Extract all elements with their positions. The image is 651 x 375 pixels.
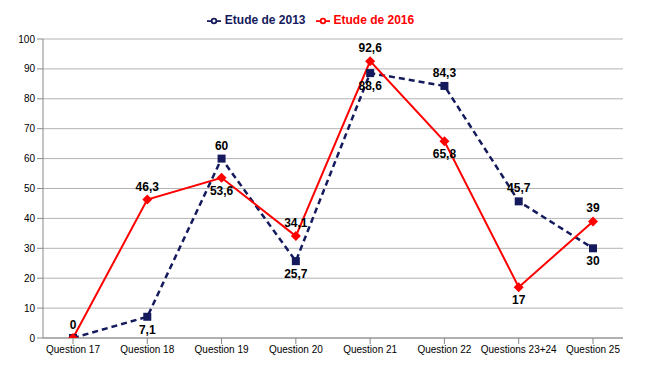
- html-text:Etude de 2016: Etude de 2016: [333, 13, 415, 27]
- svg-text:Question 17: Question 17: [46, 344, 100, 355]
- svg-text:17: 17: [512, 293, 526, 307]
- svg-text:88,6: 88,6: [358, 79, 382, 93]
- svg-text:39: 39: [586, 201, 600, 215]
- html-text:Etude de 2013: Etude de 2013: [224, 13, 306, 27]
- svg-text:100: 100: [18, 34, 35, 45]
- svg-text:60: 60: [215, 139, 229, 153]
- svg-text:0: 0: [29, 333, 35, 344]
- svg-text:34,1: 34,1: [284, 216, 308, 230]
- svg-text:20: 20: [24, 273, 36, 284]
- svg-text:65,8: 65,8: [433, 147, 457, 161]
- svg-text:Question 25: Question 25: [566, 344, 620, 355]
- svg-text:Question 22: Question 22: [417, 344, 471, 355]
- svg-text:0: 0: [70, 318, 77, 332]
- svg-text:Question 18: Question 18: [120, 344, 174, 355]
- svg-text:7,1: 7,1: [139, 323, 156, 337]
- svg-text:80: 80: [24, 93, 36, 104]
- svg-text:60: 60: [24, 153, 36, 164]
- svg-text:53,6: 53,6: [210, 184, 234, 198]
- svg-text:Question 20: Question 20: [269, 344, 323, 355]
- svg-text:40: 40: [24, 213, 36, 224]
- svg-text:Question 21: Question 21: [343, 344, 397, 355]
- svg-text:30: 30: [586, 254, 600, 268]
- svg-text:30: 30: [24, 243, 36, 254]
- svg-text:10: 10: [24, 303, 36, 314]
- svg-text:84,3: 84,3: [433, 66, 457, 80]
- svg-text:50: 50: [24, 183, 36, 194]
- svg-text:46,3: 46,3: [136, 180, 160, 194]
- svg-text:92,6: 92,6: [358, 41, 382, 55]
- svg-text:Questions 23+24: Questions 23+24: [481, 344, 557, 355]
- svg-text:Question 19: Question 19: [195, 344, 249, 355]
- svg-text:25,7: 25,7: [284, 267, 308, 281]
- svg-text:45,7: 45,7: [507, 181, 531, 195]
- svg-text:90: 90: [24, 63, 36, 74]
- svg-text:70: 70: [24, 123, 36, 134]
